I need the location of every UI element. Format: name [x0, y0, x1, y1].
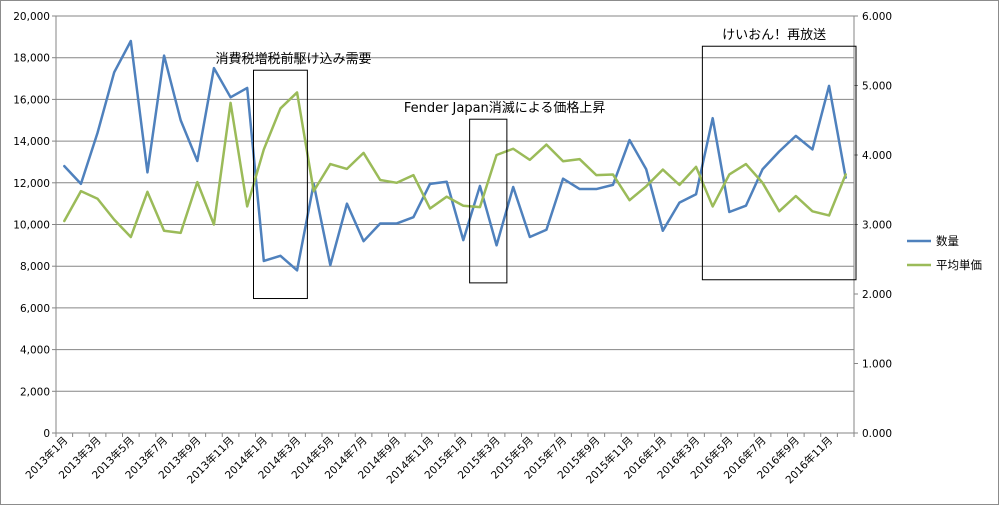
series-lines: [63, 39, 847, 272]
right-tick-label: 0.000: [862, 428, 892, 440]
annotation-tax-hike-box: [253, 69, 308, 300]
left-tick-label: 2,000: [20, 386, 50, 398]
left-tick-label: 18,000: [13, 53, 50, 65]
legend-label-quantity: 数量: [936, 234, 959, 248]
right-tick-label: 2.000: [862, 289, 892, 301]
annotation-k-on-label: けいおん！再放送: [722, 28, 826, 43]
annotation-tax-hike-label: 消費税増税前駆け込み需要: [215, 51, 371, 67]
left-tick-label: 0: [43, 428, 50, 440]
right-tick-label: 3.000: [862, 220, 892, 232]
right-axis-ticks: 0.000 1.000 2.000 3.000 4.000 5.000 6.000: [862, 11, 892, 440]
right-tick-label: 6.000: [862, 11, 892, 23]
right-tick-label: 5.000: [862, 81, 892, 93]
x-axis-ticks: 2013年1月2013年3月2013年5月2013年7月2013年9月2013年…: [23, 434, 835, 486]
annotation-fender-japan-label: Fender Japan消滅による価格上昇: [404, 100, 606, 116]
annotation-fender-japan-box: [469, 118, 508, 284]
right-tick-label: 4.000: [862, 150, 892, 162]
series-line-quantity: [63, 39, 847, 272]
legend-label-average-price: 平均単価: [936, 258, 982, 272]
left-axis-ticks: 0 2,000 4,000 6,000 8,000 10,000 12,000 14,000 1…: [13, 11, 50, 440]
annotation-k-on-box: [701, 45, 857, 281]
left-tick-label: 14,000: [13, 136, 50, 148]
left-tick-label: 16,000: [13, 94, 50, 106]
right-tick-label: 1.000: [862, 359, 892, 371]
left-tick-label: 6,000: [20, 303, 50, 315]
grid: [52, 15, 858, 434]
left-tick-label: 4,000: [20, 345, 50, 357]
annotations: 消費税増税前駆け込み需要 Fender Japan消滅による価格上昇 けいおん！再放…: [215, 28, 857, 300]
left-tick-label: 8,000: [20, 261, 50, 273]
series-line-average-price: [63, 91, 847, 239]
axes: [55, 16, 855, 437]
left-tick-label: 12,000: [13, 178, 50, 190]
left-tick-label: 20,000: [13, 11, 50, 23]
left-tick-label: 10,000: [13, 220, 50, 232]
